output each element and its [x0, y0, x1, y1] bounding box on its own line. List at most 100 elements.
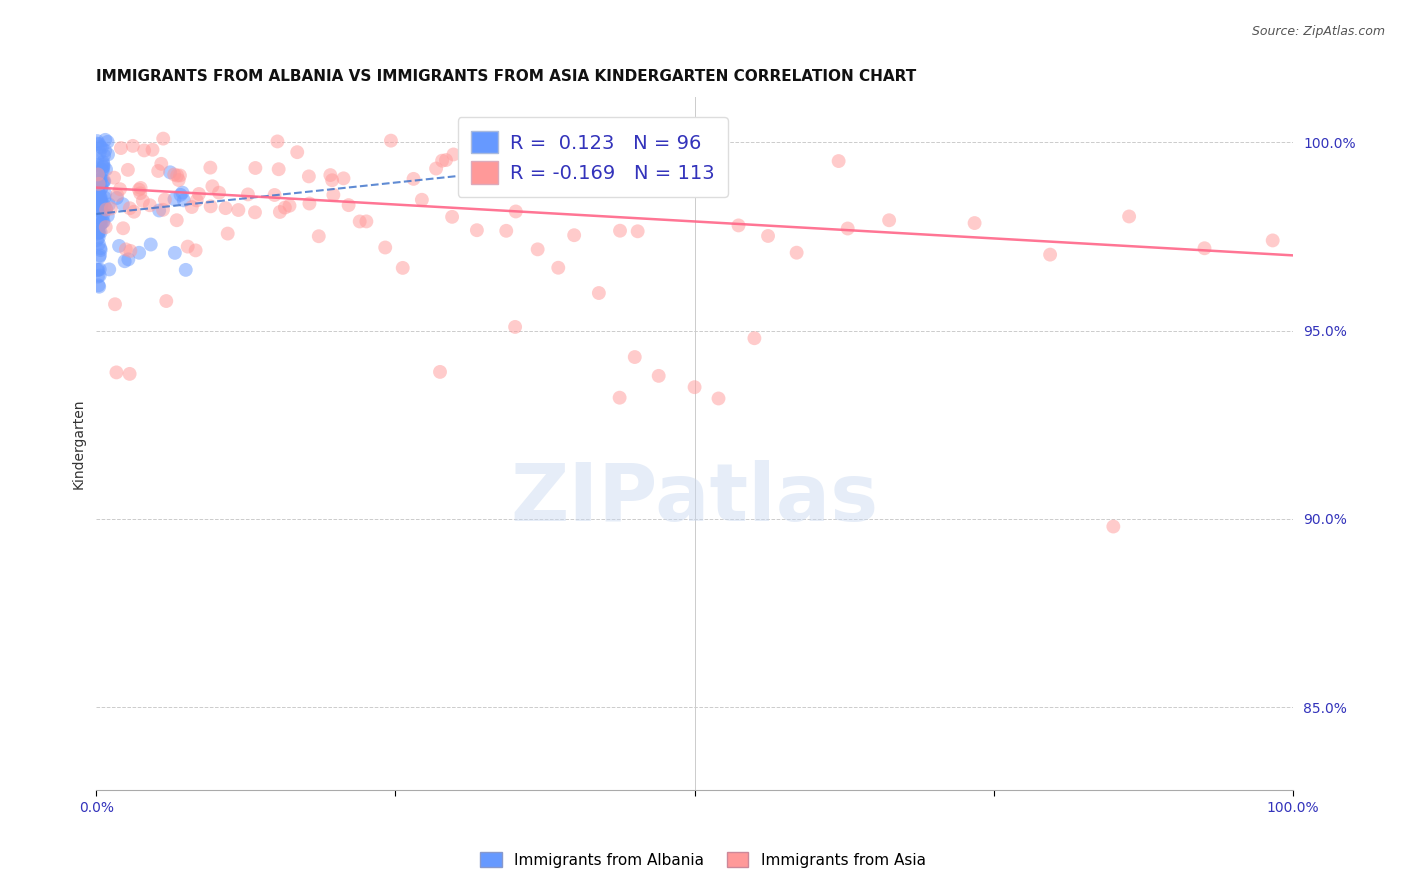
- Point: [503, 319, 526, 334]
- Point: [148, 164, 170, 178]
- Point: [298, 196, 321, 211]
- Point: [150, 157, 173, 171]
- Point: [200, 199, 222, 213]
- Point: [562, 228, 585, 243]
- Point: [118, 201, 141, 215]
- Point: [86, 227, 108, 241]
- Point: [425, 161, 447, 176]
- Point: [118, 367, 141, 381]
- Point: [91, 163, 114, 178]
- Point: [129, 181, 152, 195]
- Point: [94, 162, 117, 177]
- Point: [141, 143, 163, 157]
- Point: [89, 145, 111, 160]
- Point: [274, 201, 297, 215]
- Point: [110, 141, 132, 155]
- Point: [441, 210, 464, 224]
- Point: [465, 223, 488, 237]
- Point: [245, 161, 267, 175]
- Point: [86, 223, 108, 237]
- Point: [266, 135, 288, 149]
- Point: [592, 174, 614, 188]
- Point: [87, 186, 110, 201]
- Point: [90, 181, 112, 195]
- Point: [93, 160, 115, 174]
- Point: [1261, 234, 1284, 248]
- Point: [319, 168, 342, 182]
- Point: [647, 368, 669, 383]
- Point: [97, 147, 120, 161]
- Point: [94, 133, 117, 147]
- Point: [90, 199, 112, 213]
- Point: [411, 193, 433, 207]
- Point: [228, 202, 250, 217]
- Point: [108, 239, 131, 253]
- Point: [430, 153, 453, 168]
- Point: [117, 252, 139, 267]
- Point: [208, 186, 231, 200]
- Point: [429, 365, 451, 379]
- Point: [93, 148, 115, 162]
- Point: [87, 165, 110, 179]
- Point: [756, 229, 779, 244]
- Point: [963, 216, 986, 230]
- Point: [547, 260, 569, 275]
- Point: [91, 205, 114, 219]
- Point: [94, 202, 117, 217]
- Point: [90, 182, 112, 196]
- Point: [87, 173, 110, 187]
- Point: [89, 262, 111, 277]
- Point: [1039, 247, 1062, 261]
- Point: [200, 161, 222, 175]
- Point: [87, 158, 110, 172]
- Point: [120, 244, 142, 258]
- Point: [90, 243, 112, 257]
- Point: [129, 186, 152, 201]
- Point: [134, 144, 156, 158]
- Legend: Immigrants from Albania, Immigrants from Asia: Immigrants from Albania, Immigrants from…: [474, 846, 932, 873]
- Point: [97, 135, 120, 149]
- Point: [155, 293, 177, 308]
- Point: [104, 297, 127, 311]
- Point: [89, 279, 111, 293]
- Point: [87, 236, 110, 251]
- Point: [93, 191, 115, 205]
- Point: [94, 186, 117, 201]
- Point: [132, 194, 155, 208]
- Point: [86, 189, 108, 203]
- Point: [90, 171, 112, 186]
- Point: [434, 153, 457, 167]
- Point: [90, 140, 112, 154]
- Point: [877, 213, 900, 227]
- Point: [177, 239, 200, 253]
- Point: [89, 174, 111, 188]
- Point: [269, 205, 291, 219]
- Point: [117, 162, 139, 177]
- Text: Source: ZipAtlas.com: Source: ZipAtlas.com: [1251, 25, 1385, 38]
- Y-axis label: Kindergarten: Kindergarten: [72, 399, 86, 489]
- Point: [159, 165, 181, 179]
- Point: [169, 169, 191, 183]
- Point: [98, 197, 121, 211]
- Point: [93, 175, 115, 189]
- Point: [174, 263, 197, 277]
- Point: [105, 191, 128, 205]
- Point: [94, 202, 117, 216]
- Point: [727, 219, 749, 233]
- Point: [610, 153, 633, 167]
- Point: [87, 278, 110, 293]
- Point: [87, 185, 110, 199]
- Point: [139, 198, 162, 212]
- Point: [87, 269, 110, 284]
- Point: [91, 175, 114, 189]
- Point: [89, 248, 111, 262]
- Point: [86, 167, 108, 181]
- Point: [87, 176, 110, 190]
- Point: [108, 182, 131, 196]
- Point: [90, 163, 112, 178]
- Point: [243, 205, 266, 219]
- Point: [744, 331, 766, 345]
- Point: [380, 134, 402, 148]
- Point: [87, 168, 110, 182]
- Text: IMMIGRANTS FROM ALBANIA VS IMMIGRANTS FROM ASIA KINDERGARTEN CORRELATION CHART: IMMIGRANTS FROM ALBANIA VS IMMIGRANTS FR…: [97, 69, 917, 84]
